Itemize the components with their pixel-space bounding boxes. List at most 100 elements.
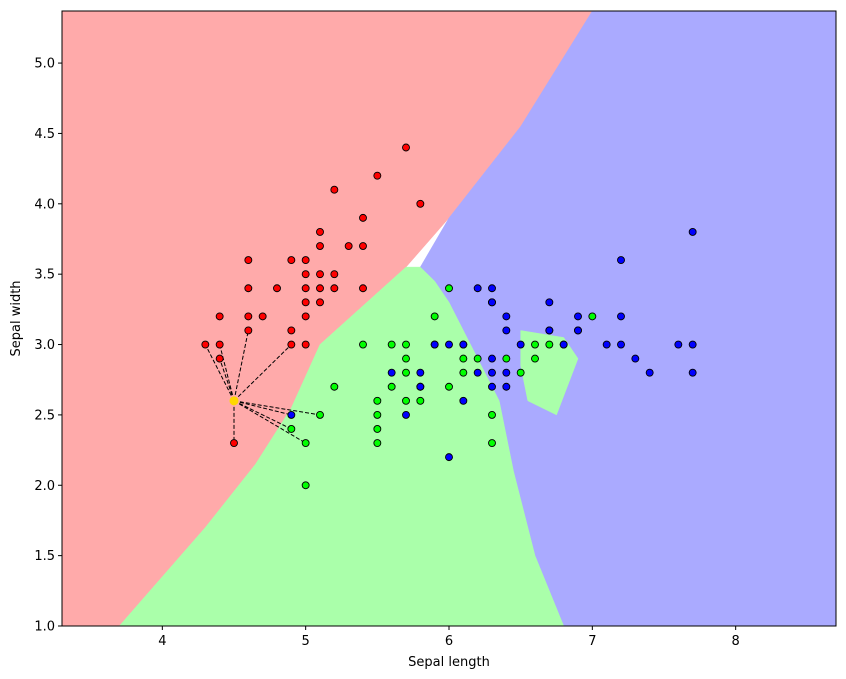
data-point-virginica-15 bbox=[488, 298, 496, 307]
data-point-virginica-3 bbox=[416, 382, 425, 391]
y-tick-label-5: 5.0 bbox=[34, 57, 55, 72]
data-point-setosa-28 bbox=[344, 242, 353, 250]
data-point-versicolor-6 bbox=[373, 439, 382, 447]
data-point-setosa-0 bbox=[201, 340, 210, 349]
y-tick-label-3.5: 3.5 bbox=[34, 268, 55, 283]
data-point-setosa-5 bbox=[244, 326, 253, 335]
data-point-versicolor-22 bbox=[459, 368, 468, 377]
neighbor-line-8 bbox=[233, 400, 306, 444]
data-point-versicolor-12 bbox=[402, 396, 410, 405]
data-point-versicolor-15 bbox=[402, 340, 410, 349]
data-point-versicolor-1 bbox=[301, 481, 310, 490]
data-point-virginica-18 bbox=[502, 368, 511, 377]
x-tick-label-4: 4 bbox=[158, 634, 166, 649]
data-point-setosa-34 bbox=[416, 199, 425, 208]
data-point-virginica-33 bbox=[674, 340, 683, 349]
data-point-versicolor-32 bbox=[531, 340, 539, 349]
data-point-setosa-19 bbox=[301, 256, 310, 265]
neighbor-line-2 bbox=[219, 358, 235, 401]
data-point-versicolor-13 bbox=[402, 368, 410, 377]
data-point-virginica-28 bbox=[617, 340, 625, 349]
data-point-virginica-13 bbox=[488, 368, 496, 377]
x-tick-label-6: 6 bbox=[445, 634, 453, 649]
data-point-setosa-27 bbox=[330, 185, 339, 194]
data-point-virginica-29 bbox=[617, 312, 625, 321]
data-point-setosa-20 bbox=[316, 298, 324, 307]
neighbor-line-4 bbox=[233, 344, 292, 402]
data-point-virginica-9 bbox=[459, 340, 468, 349]
data-point-setosa-11 bbox=[287, 340, 296, 349]
data-point-setosa-8 bbox=[244, 256, 253, 265]
y-tick-label-4.5: 4.5 bbox=[34, 127, 55, 142]
data-point-versicolor-23 bbox=[459, 354, 468, 363]
data-point-setosa-3 bbox=[215, 312, 224, 321]
data-point-setosa-24 bbox=[316, 227, 324, 236]
data-point-versicolor-29 bbox=[502, 354, 511, 363]
x-tick-label-5: 5 bbox=[302, 634, 310, 649]
data-point-virginica-32 bbox=[645, 368, 654, 377]
data-point-setosa-25 bbox=[330, 284, 339, 293]
data-point-virginica-31 bbox=[631, 354, 640, 363]
data-point-virginica-22 bbox=[545, 326, 554, 335]
data-point-virginica-21 bbox=[516, 340, 525, 349]
data-point-virginica-12 bbox=[488, 382, 496, 391]
y-tick-label-1.5: 1.5 bbox=[34, 549, 55, 564]
data-point-setosa-18 bbox=[301, 270, 310, 279]
neighbor-line-6 bbox=[233, 400, 292, 416]
y-tick-label-2: 2.0 bbox=[34, 479, 55, 494]
data-point-setosa-4 bbox=[230, 439, 238, 447]
data-point-virginica-36 bbox=[688, 227, 697, 236]
data-point-virginica-19 bbox=[502, 326, 511, 335]
data-point-virginica-16 bbox=[488, 284, 496, 293]
data-point-setosa-9 bbox=[258, 312, 267, 321]
plot-area bbox=[62, 11, 836, 626]
x-tick-label-8: 8 bbox=[732, 634, 740, 649]
y-tick-label-3: 3.0 bbox=[34, 338, 55, 353]
data-point-versicolor-7 bbox=[373, 425, 382, 433]
data-point-setosa-30 bbox=[359, 242, 367, 250]
data-point-virginica-17 bbox=[502, 382, 511, 391]
data-point-versicolor-37 bbox=[588, 312, 597, 321]
data-point-virginica-4 bbox=[416, 368, 425, 377]
data-point-versicolor-5 bbox=[359, 340, 367, 349]
data-point-versicolor-16 bbox=[416, 396, 425, 405]
data-point-setosa-31 bbox=[359, 213, 367, 222]
data-point-setosa-7 bbox=[244, 284, 253, 293]
data-point-versicolor-20 bbox=[445, 382, 453, 391]
data-point-virginica-30 bbox=[617, 256, 625, 265]
data-point-virginica-34 bbox=[688, 368, 697, 377]
data-point-setosa-15 bbox=[301, 312, 310, 321]
neighbor-line-7 bbox=[233, 400, 292, 430]
data-point-virginica-24 bbox=[559, 340, 568, 349]
data-point-virginica-23 bbox=[545, 298, 554, 307]
data-point-setosa-29 bbox=[359, 284, 367, 293]
data-point-versicolor-31 bbox=[531, 354, 539, 363]
data-point-virginica-14 bbox=[488, 354, 496, 363]
decision-region-versicolor-2 bbox=[118, 266, 564, 626]
neighbor-line-1 bbox=[219, 344, 235, 401]
data-point-virginica-35 bbox=[688, 340, 697, 349]
data-point-setosa-16 bbox=[301, 298, 310, 307]
data-point-virginica-0 bbox=[287, 410, 296, 419]
data-point-versicolor-9 bbox=[373, 396, 382, 405]
decision-region-versicolor-3 bbox=[520, 330, 579, 416]
data-point-versicolor-19 bbox=[430, 312, 439, 321]
data-point-versicolor-11 bbox=[387, 340, 396, 349]
data-point-virginica-20 bbox=[502, 312, 511, 321]
data-point-setosa-33 bbox=[402, 143, 410, 152]
data-point-setosa-6 bbox=[244, 312, 253, 321]
data-point-setosa-10 bbox=[273, 284, 281, 293]
neighbor-line-9 bbox=[233, 400, 321, 416]
data-point-setosa-1 bbox=[215, 354, 224, 363]
x-tick-label-7: 7 bbox=[588, 634, 596, 649]
data-point-setosa-32 bbox=[373, 171, 382, 180]
data-point-virginica-2 bbox=[402, 410, 410, 419]
y-tick-label-2.5: 2.5 bbox=[34, 408, 55, 423]
data-point-virginica-7 bbox=[445, 340, 453, 349]
data-point-setosa-23 bbox=[316, 242, 324, 250]
data-point-versicolor-4 bbox=[330, 382, 339, 391]
data-point-versicolor-3 bbox=[316, 410, 324, 419]
data-point-versicolor-30 bbox=[516, 368, 525, 377]
y-tick-label-1: 1.0 bbox=[34, 620, 55, 635]
